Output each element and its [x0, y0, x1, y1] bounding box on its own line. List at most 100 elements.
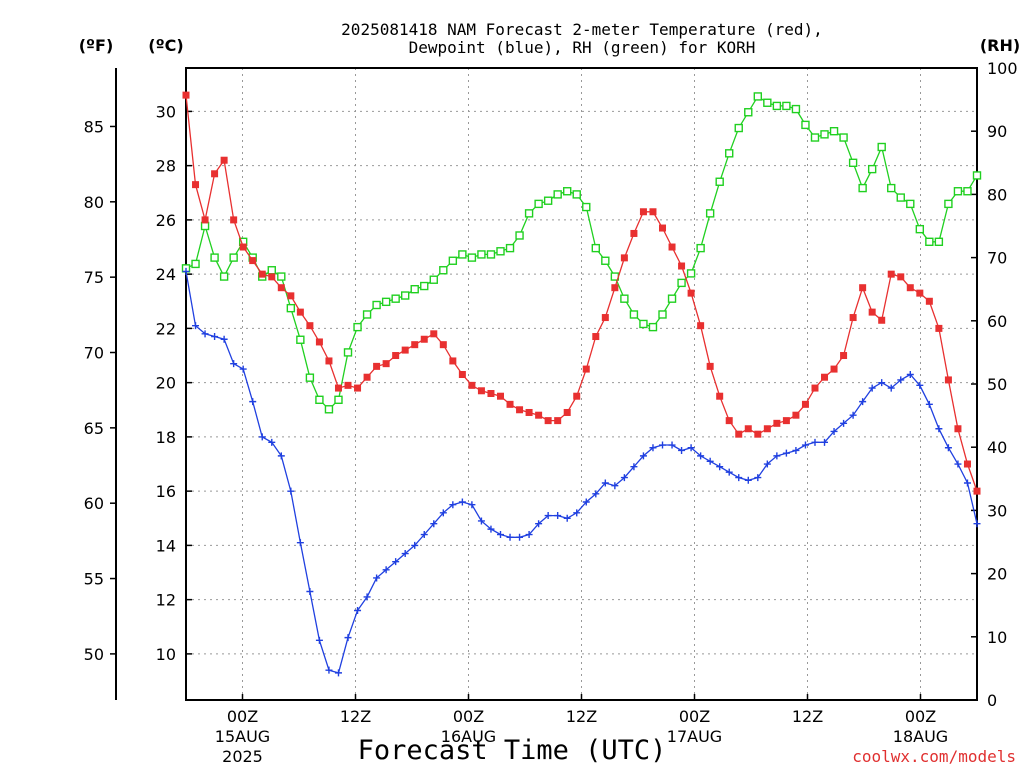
- dewpoint-point: [315, 636, 323, 644]
- temperature-point: [840, 352, 848, 360]
- tick-labels: 10 12 14 16 18 20 22 24 26 28 30 50 55 60 65 70 75 80 85 0 1…: [84, 59, 1018, 766]
- dewpoint-point: [487, 525, 495, 533]
- dewpoint-point: [725, 468, 733, 476]
- temperature-point: [773, 419, 781, 427]
- temperature-point: [449, 357, 457, 365]
- dewpoint-point: [344, 634, 352, 642]
- dewpoint-point: [468, 501, 476, 509]
- rh-tick-label: 10: [987, 628, 1007, 647]
- rh-point: [410, 285, 419, 294]
- dewpoint-point: [868, 384, 876, 392]
- rh-point: [324, 405, 334, 414]
- temperature-point: [792, 411, 800, 419]
- rh-point: [334, 395, 343, 404]
- temperature-point: [678, 262, 686, 270]
- rh-point: [972, 171, 982, 180]
- rh-point: [848, 158, 858, 168]
- rh-point: [534, 199, 543, 209]
- temperature-point: [401, 346, 409, 354]
- rh-tick-label: 80: [987, 185, 1007, 204]
- rh-point: [563, 187, 572, 196]
- temperature-point: [296, 308, 304, 316]
- temperature-point: [516, 406, 524, 414]
- dewpoint-line: [185, 271, 978, 674]
- celsius-tick-label: 14: [156, 536, 176, 555]
- dewpoint-point: [620, 474, 628, 482]
- dewpoint-point: [944, 444, 952, 452]
- rh-point: [620, 294, 629, 303]
- rh-point: [772, 101, 782, 111]
- dewpoint-point: [220, 335, 228, 343]
- temperature-point: [344, 381, 352, 389]
- temperature-point: [477, 387, 485, 395]
- celsius-tick-label: 24: [156, 265, 176, 284]
- rh-point: [953, 187, 963, 196]
- temperature-point: [973, 487, 981, 495]
- rh-tick-label: 70: [987, 249, 1007, 268]
- temperature-point: [258, 270, 266, 278]
- celsius-tick-label: 12: [156, 591, 176, 610]
- rh-point: [658, 310, 667, 319]
- dewpoint-point: [496, 531, 504, 539]
- rh-point: [858, 183, 867, 193]
- rh-point: [648, 322, 658, 332]
- rh-point: [267, 266, 276, 275]
- dewpoint-point: [401, 550, 409, 558]
- x-year-label: 2025: [222, 747, 263, 766]
- temperature-point: [430, 330, 438, 338]
- rh-point: [686, 269, 696, 278]
- temperature-point: [601, 314, 609, 322]
- rh-point: [400, 291, 410, 300]
- rh-point: [467, 253, 477, 262]
- dewpoint-point: [611, 482, 619, 490]
- rh-point: [925, 237, 934, 247]
- rh-point: [372, 300, 381, 310]
- dewpoint-point: [516, 533, 524, 541]
- temperature-point: [821, 373, 829, 381]
- rh-tick-label: 0: [987, 691, 997, 710]
- temperature-point: [878, 316, 886, 324]
- dewpoint-point: [382, 566, 390, 574]
- temperature-point: [649, 208, 657, 216]
- x-date-label: 17AUG: [667, 727, 722, 746]
- dewpoint-point: [354, 606, 362, 614]
- dewpoint-point: [744, 476, 752, 484]
- dewpoint-point: [782, 449, 790, 457]
- rh-tick-label: 100: [987, 59, 1018, 78]
- fahrenheit-unit-label: (ºF): [79, 36, 114, 55]
- rh-point: [963, 187, 972, 196]
- temperature-point: [887, 270, 895, 278]
- rh-point: [553, 190, 562, 199]
- temperature-point: [687, 289, 695, 297]
- rh-point: [906, 199, 915, 209]
- rh-point: [839, 133, 848, 142]
- dewpoint-point: [906, 371, 914, 379]
- rh-point: [705, 209, 715, 218]
- rh-point: [829, 126, 839, 136]
- x-tick-label: 00Z: [679, 707, 710, 726]
- dewpoint-point: [201, 330, 209, 338]
- temperature-point: [468, 381, 476, 389]
- dewpoint-point: [916, 381, 924, 389]
- temperature-point: [830, 365, 838, 373]
- temperature-line: [185, 95, 978, 492]
- temperature-point: [963, 460, 971, 468]
- rh-point: [820, 130, 829, 139]
- temperature-point: [411, 341, 419, 349]
- temperature-point: [420, 335, 428, 343]
- rh-point: [725, 149, 734, 158]
- rh-unit-label: (RH): [980, 36, 1020, 55]
- chart-title-line2: Dewpoint (blue), RH (green) for KORH: [409, 38, 756, 57]
- temperature-point: [325, 357, 333, 365]
- temperature-point: [287, 292, 295, 300]
- temperature-point: [496, 392, 504, 400]
- rh-tick-label: 20: [987, 565, 1007, 584]
- temperature-point: [868, 308, 876, 316]
- dewpoint-point: [268, 438, 276, 446]
- dewpoint-point: [592, 490, 600, 498]
- rh-point: [448, 256, 458, 265]
- rh-point: [915, 224, 925, 234]
- temperature-point: [639, 208, 647, 216]
- temperature-point: [363, 373, 371, 381]
